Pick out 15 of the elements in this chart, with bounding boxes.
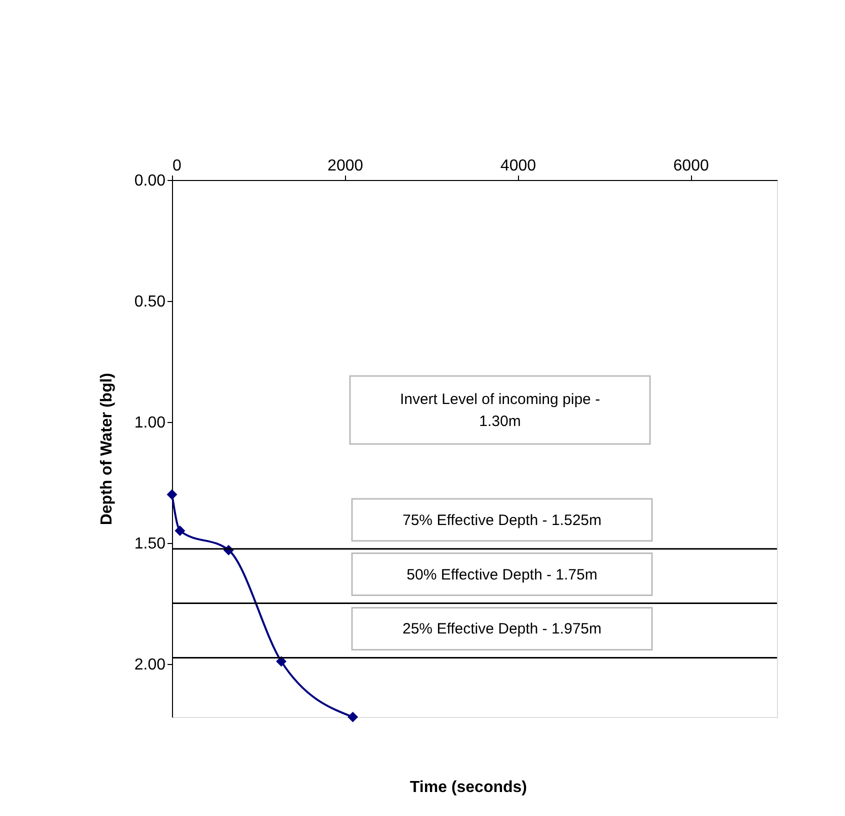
x-tick-label: 6000 xyxy=(673,158,709,174)
y-tick-label: 0.00 xyxy=(134,172,166,190)
x-axis-title: Time (seconds) xyxy=(410,779,527,796)
y-tick-label: 1.50 xyxy=(134,535,166,552)
ref-line-label: 50% Effective Depth - 1.75m xyxy=(406,566,598,584)
y-axis-title: Depth of Water (bgl) xyxy=(98,372,116,526)
annotation: Invert Level of incoming pipe - 1.30m xyxy=(400,391,600,430)
y-tick-label: 1.00 xyxy=(134,414,166,432)
x-tick-label: 4000 xyxy=(500,158,536,174)
x-tick-label: 0 xyxy=(172,158,182,174)
y-tick-label: 2.00 xyxy=(134,656,166,674)
y-tick-label: 0.50 xyxy=(134,293,166,310)
ref-line-label: 75% Effective Depth - 1.525m xyxy=(402,512,602,529)
x-tick-label: 2000 xyxy=(328,158,364,174)
ref-line-label: 25% Effective Depth - 1.975m xyxy=(402,620,602,638)
